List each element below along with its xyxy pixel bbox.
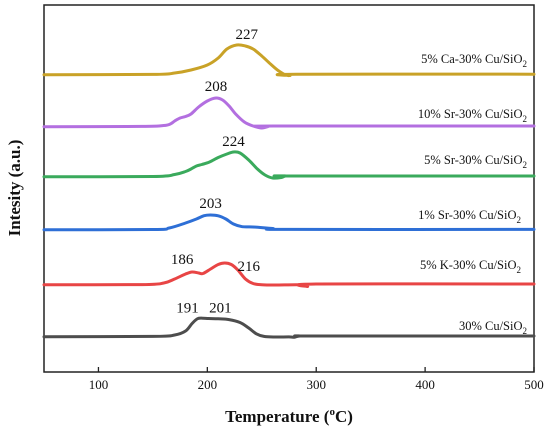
peak-label: 201	[209, 301, 232, 317]
x-tick-label: 100	[89, 377, 109, 392]
x-tick-label: 500	[524, 377, 544, 392]
series-label: 1% Sr-30% Cu/SiO2	[418, 208, 521, 225]
series-label: 5% Sr-30% Cu/SiO2	[424, 153, 527, 170]
peak-annotations: 191 201 186 216 203 224 208 227	[171, 27, 261, 317]
peak-label: 186	[171, 252, 194, 268]
peak-label: 203	[199, 196, 222, 212]
x-tick-label: 300	[306, 377, 326, 392]
series-label: 5% K-30% Cu/SiO2	[420, 258, 521, 275]
series-legend-labels: 30% Cu/SiO2 5% K-30% Cu/SiO2 1% Sr-30% Cu/…	[418, 52, 527, 336]
x-axis-ticks: 100 200 300 400 500	[89, 367, 544, 392]
plot-frame	[43, 4, 535, 373]
series-label: 10% Sr-30% Cu/SiO2	[418, 107, 527, 124]
series-label: 30% Cu/SiO2	[459, 319, 527, 336]
series-line	[42, 213, 536, 232]
series-line	[42, 43, 536, 78]
peak-label: 227	[235, 27, 258, 43]
peak-label: 191	[176, 301, 199, 317]
peak-label: 208	[205, 79, 228, 95]
y-axis-title: Intesity (a.u.)	[5, 140, 24, 237]
series-label: 5% Ca-30% Cu/SiO2	[421, 52, 527, 69]
x-tick-label: 400	[415, 377, 435, 392]
series-curves	[42, 43, 536, 339]
series-line	[42, 261, 536, 288]
peak-label: 216	[238, 259, 261, 275]
series-line	[42, 150, 536, 180]
x-tick-label: 200	[198, 377, 218, 392]
series-line	[42, 96, 536, 130]
peak-label: 224	[222, 134, 245, 150]
x-axis-title: Temperature (oC)	[225, 406, 353, 426]
series-line	[42, 316, 536, 339]
